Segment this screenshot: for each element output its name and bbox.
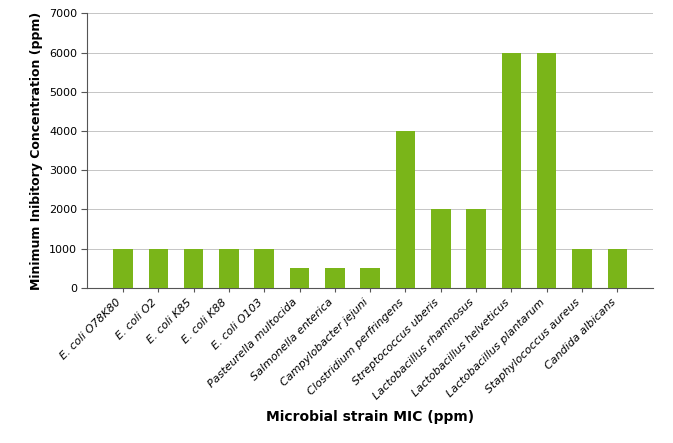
Bar	[608, 249, 627, 288]
Bar	[502, 53, 521, 288]
Bar	[149, 249, 168, 288]
Bar	[113, 249, 133, 288]
Bar	[396, 131, 415, 288]
Bar	[431, 210, 450, 288]
Bar	[572, 249, 592, 288]
Bar	[537, 53, 557, 288]
Y-axis label: Minimum Inibitory Concentration (ppm): Minimum Inibitory Concentration (ppm)	[30, 12, 43, 290]
Bar	[361, 268, 380, 288]
X-axis label: Microbial strain MIC (ppm): Microbial strain MIC (ppm)	[266, 410, 474, 424]
Bar	[325, 268, 345, 288]
Bar	[184, 249, 203, 288]
Bar	[254, 249, 274, 288]
Bar	[466, 210, 486, 288]
Bar	[290, 268, 309, 288]
Bar	[219, 249, 238, 288]
